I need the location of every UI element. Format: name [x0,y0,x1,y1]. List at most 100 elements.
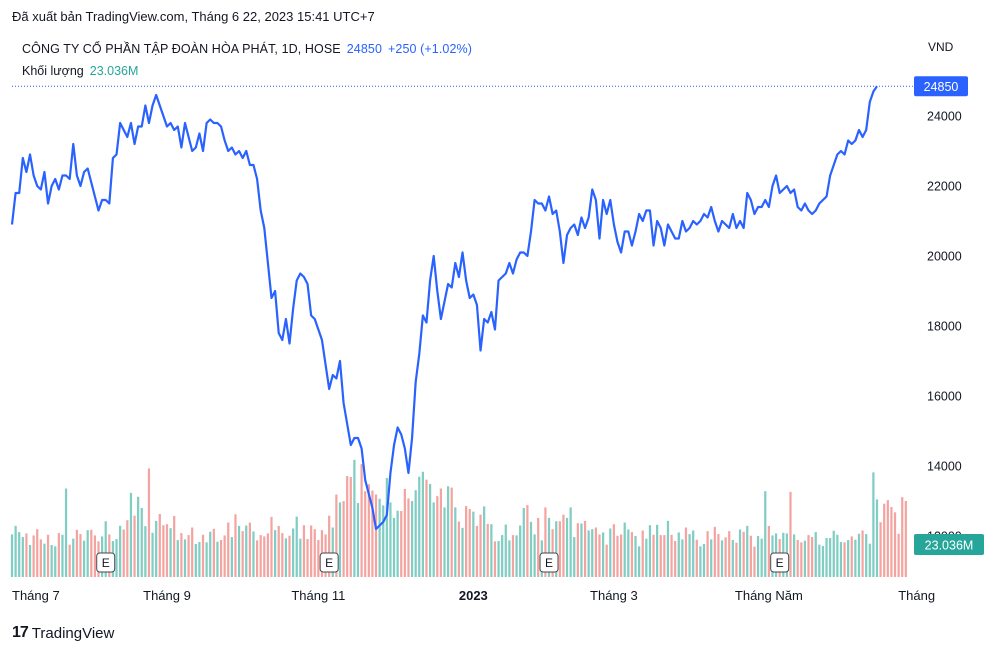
volume-bar [796,540,799,577]
volume-bar [839,542,843,577]
volume-bar [86,530,89,577]
volume-legend[interactable]: Khối lượng 23.036M [22,64,138,78]
volume-bar [749,535,752,577]
earnings-marker[interactable]: E [539,552,559,573]
volume-bar [364,491,367,577]
volume-bar [684,527,688,577]
x-tick-label: Tháng 3 [590,588,638,603]
volume-bar [555,521,558,577]
volume-bar [335,494,338,577]
volume-bar [403,488,406,577]
volume-bar [854,539,857,577]
volume-bar [692,530,695,577]
volume-label: Khối lượng [22,64,84,78]
earnings-marker-box [96,552,116,573]
volume-bar [292,528,295,577]
y-tick-label: 24000 [927,110,962,124]
volume-bar [576,523,579,577]
volume-bar [583,520,587,577]
volume-bar [558,521,561,577]
volume-bar [767,525,770,577]
earnings-marker[interactable]: E [319,552,339,573]
volume-bar [425,479,428,577]
volume-bar [241,531,244,577]
volume-bar [861,530,864,577]
earnings-marker-box [539,552,559,573]
price-axis[interactable]: 12000140001600018000200002200024000 [927,110,962,544]
volume-bar [245,525,248,577]
volume-bar [601,532,605,577]
volume-bar [439,488,443,577]
volume-bar [75,529,78,577]
last-price-label: 24850 [914,76,968,97]
x-tick-label: 2023 [459,588,488,603]
brand-name: TradingView [31,624,115,642]
volume-bar [151,532,154,577]
volume-bar [857,533,861,577]
last-price-value: 24850 [924,80,959,94]
volume-bar [565,517,569,577]
last-price: 24850 [346,42,382,56]
volume-bar [710,539,713,577]
volume-bar [68,544,71,577]
volume-bar [756,536,760,577]
volume-bar [50,544,53,577]
volume-bar [273,530,277,577]
volume-bar [400,511,403,577]
volume-bar [410,501,414,577]
volume-bar [731,540,734,577]
volume-bar [616,535,619,577]
volume-bar [64,488,68,577]
time-axis[interactable]: Tháng 7 Tháng 9 Tháng 11 2023 Tháng 3 Tháng N… [12,588,935,603]
volume-bar [529,521,533,577]
volume-bar [360,464,363,577]
volume-bar [519,525,522,577]
brand[interactable]: 17 TradingView [12,624,114,642]
price-chart[interactable]: E E E E 12000140001600018000200002200024000… [0,32,1000,607]
volume-bar [263,536,266,577]
volume-bar [605,544,608,577]
volume-bar [713,526,716,577]
volume-bar [648,525,652,577]
volume-bar [497,541,500,577]
volume-bar [764,491,767,577]
volume-bar [677,532,680,577]
volume-bar [634,536,637,577]
volume-bar [252,531,255,577]
earnings-marker-box [770,552,790,573]
volume-bar [659,535,662,577]
volume-bar [475,525,479,577]
earnings-marker[interactable]: E [770,552,790,573]
volume-bar [587,530,590,577]
volume-value: 23.036M [89,64,139,78]
volume-bar [93,535,97,577]
volume-bar [21,537,24,577]
volume-bar [681,539,684,577]
volume-bar [219,540,223,577]
volume-bar [825,538,828,577]
volume-bar [310,525,313,577]
volume-bar [201,534,205,577]
earnings-marker-label: E [325,556,333,570]
volume-bar [328,515,331,577]
earnings-marker[interactable]: E [96,552,116,573]
volume-bar [483,506,486,577]
volume-bar [728,531,731,577]
symbol-legend[interactable]: CÔNG TY CỔ PHẦN TẬP ĐOÀN HÒA PHÁT, 1D, H… [22,42,472,56]
volume-bar [454,507,457,577]
earnings-marker-box [319,552,339,573]
volume-bar [230,537,233,577]
volume-bar [450,487,453,577]
volume-bar [79,534,82,577]
x-tick-label: Tháng Năm [735,588,803,603]
volume-bar [850,536,853,577]
volume-bar [821,545,825,577]
volume-bar [176,540,179,577]
volume-bar [753,546,756,577]
volume-bar [299,538,302,577]
volume-bar [18,532,21,577]
volume-bar [421,471,424,577]
volume-bar [147,468,151,577]
volume-bar [533,534,536,577]
volume-bar [259,535,262,577]
